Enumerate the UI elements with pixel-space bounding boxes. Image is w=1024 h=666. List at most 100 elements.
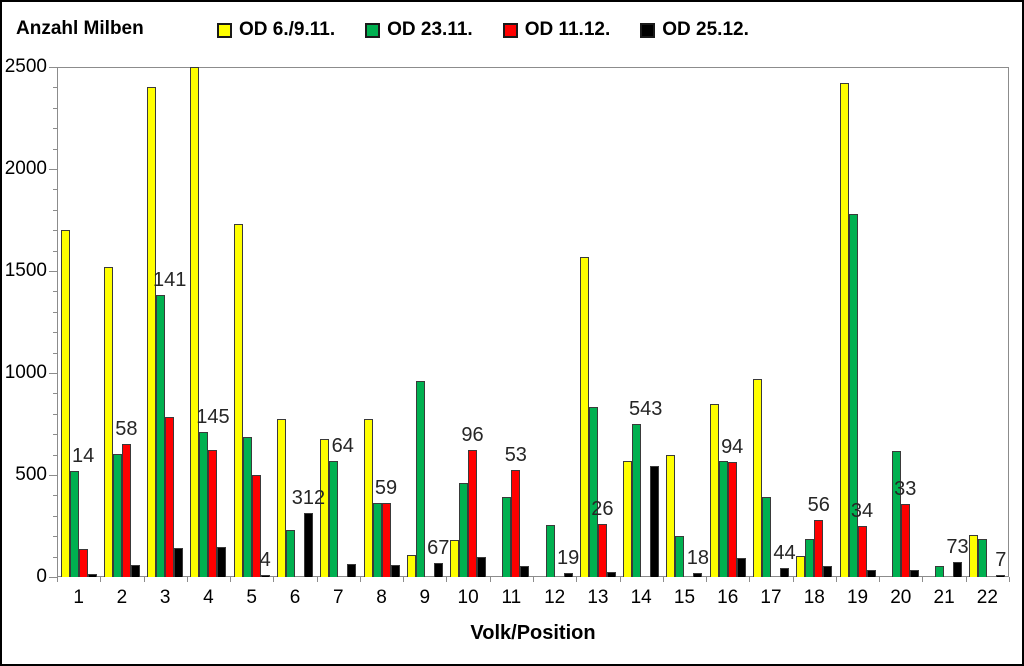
bar-series4-volk9 bbox=[433, 563, 443, 577]
data-label: 33 bbox=[894, 477, 917, 500]
y-minor-tick bbox=[53, 495, 57, 497]
x-tick bbox=[835, 577, 837, 582]
y-minor-tick bbox=[53, 536, 57, 538]
x-tick bbox=[230, 577, 232, 582]
x-tick bbox=[57, 577, 58, 582]
x-tick bbox=[706, 577, 708, 582]
x-tick bbox=[186, 577, 188, 582]
bar-series4-volk2 bbox=[130, 565, 140, 577]
bar-series1-volk3 bbox=[147, 87, 157, 577]
bar-series2-volk7 bbox=[329, 460, 339, 577]
bar-series1-volk15 bbox=[666, 454, 676, 577]
x-tick-label: 15 bbox=[673, 587, 696, 608]
bar-series2-volk18 bbox=[805, 539, 815, 577]
bar-series4-volk17 bbox=[779, 568, 789, 577]
legend-swatch-icon bbox=[365, 22, 381, 38]
bar-series2-volk13 bbox=[588, 406, 598, 577]
data-label: 19 bbox=[556, 547, 580, 570]
y-major-tick bbox=[49, 169, 57, 170]
x-tick-label: 12 bbox=[544, 587, 566, 608]
y-major-tick bbox=[49, 271, 57, 272]
y-major-tick bbox=[49, 373, 57, 374]
x-tick bbox=[965, 577, 967, 582]
x-tick bbox=[749, 577, 751, 582]
bar-series1-volk4 bbox=[190, 67, 200, 577]
x-tick-label: 21 bbox=[933, 587, 955, 608]
bar-series1-volk17 bbox=[752, 379, 762, 577]
legend: OD 6./9.11. OD 23.11. OD 11.12. OD 25.12. bbox=[217, 18, 749, 42]
legend-swatch-icon bbox=[217, 22, 232, 38]
bar-series4-volk6 bbox=[303, 513, 313, 577]
legend-swatch-icon bbox=[502, 22, 518, 38]
x-tick-label: 10 bbox=[457, 587, 479, 608]
x-tick-label: 20 bbox=[890, 587, 912, 608]
x-tick-label: 18 bbox=[803, 587, 825, 608]
x-tick bbox=[619, 577, 621, 582]
bar-series3-volk5 bbox=[251, 475, 261, 577]
data-label: 59 bbox=[374, 476, 398, 499]
bar-series2-volk16 bbox=[718, 460, 728, 577]
y-minor-tick bbox=[53, 107, 57, 109]
bar-series4-volk14 bbox=[650, 466, 660, 577]
legend-item-2: OD 11.12. bbox=[502, 19, 610, 41]
bar-series4-volk21 bbox=[953, 562, 963, 577]
y-minor-tick bbox=[53, 209, 57, 211]
y-minor-tick bbox=[53, 434, 57, 436]
bar-series4-volk11 bbox=[520, 566, 530, 577]
x-tick bbox=[879, 577, 881, 582]
bar-series3-volk8 bbox=[381, 502, 391, 577]
legend-label: OD 6./9.11. bbox=[239, 19, 336, 40]
data-label: 96 bbox=[461, 423, 484, 446]
x-tick-label: 19 bbox=[846, 587, 869, 608]
y-minor-tick bbox=[53, 189, 57, 191]
bar-series1-volk7 bbox=[320, 439, 330, 577]
y-minor-tick bbox=[53, 128, 57, 130]
bar-series2-volk11 bbox=[502, 497, 512, 577]
bar-series4-volk4 bbox=[217, 547, 227, 577]
bar-series2-volk3 bbox=[156, 295, 166, 577]
bar-series4-volk3 bbox=[174, 548, 184, 577]
x-tick-label: 8 bbox=[376, 587, 387, 608]
y-minor-tick bbox=[53, 87, 57, 89]
bar-series2-volk21 bbox=[935, 565, 945, 577]
bar-series1-volk14 bbox=[623, 460, 633, 577]
bar-series3-volk16 bbox=[727, 461, 737, 577]
y-tick-label: 1500 bbox=[4, 260, 47, 281]
y-minor-tick bbox=[53, 556, 57, 558]
bar-series2-volk6 bbox=[285, 530, 295, 577]
bar-series2-volk12 bbox=[545, 524, 555, 577]
x-tick-label: 6 bbox=[289, 587, 301, 608]
x-tick bbox=[143, 577, 145, 582]
data-label: 14 bbox=[71, 444, 95, 467]
bar-series4-volk20 bbox=[909, 570, 919, 577]
y-minor-tick bbox=[53, 413, 57, 415]
x-axis-title: Volk/Position bbox=[470, 622, 596, 644]
data-label: 543 bbox=[628, 398, 663, 420]
bar-series2-volk19 bbox=[848, 213, 858, 577]
x-tick bbox=[273, 577, 275, 582]
data-label: 141 bbox=[152, 269, 187, 292]
x-tick-label: 7 bbox=[332, 587, 344, 608]
data-label: 7 bbox=[995, 549, 1007, 571]
x-tick-label: 11 bbox=[501, 587, 522, 608]
bar-series1-volk5 bbox=[233, 224, 243, 577]
y-tick-label: 0 bbox=[36, 566, 47, 587]
y-minor-tick bbox=[53, 230, 57, 232]
y-minor-tick bbox=[53, 291, 57, 293]
data-label: 145 bbox=[196, 406, 230, 429]
data-label: 73 bbox=[946, 536, 969, 559]
x-tick bbox=[533, 577, 534, 582]
bar-series2-volk14 bbox=[632, 424, 642, 577]
bar-series2-volk1 bbox=[69, 470, 79, 577]
bar-series1-volk18 bbox=[796, 555, 806, 577]
y-tick-label: 500 bbox=[15, 464, 47, 485]
bar-series2-volk2 bbox=[112, 453, 122, 577]
y-minor-tick bbox=[53, 515, 57, 517]
x-tick-label: 4 bbox=[203, 587, 214, 608]
bar-series1-volk6 bbox=[276, 418, 286, 577]
x-tick-label: 14 bbox=[630, 587, 652, 608]
bar-series4-volk7 bbox=[347, 563, 357, 577]
bar-series4-volk10 bbox=[477, 557, 487, 577]
y-major-tick bbox=[49, 67, 57, 68]
